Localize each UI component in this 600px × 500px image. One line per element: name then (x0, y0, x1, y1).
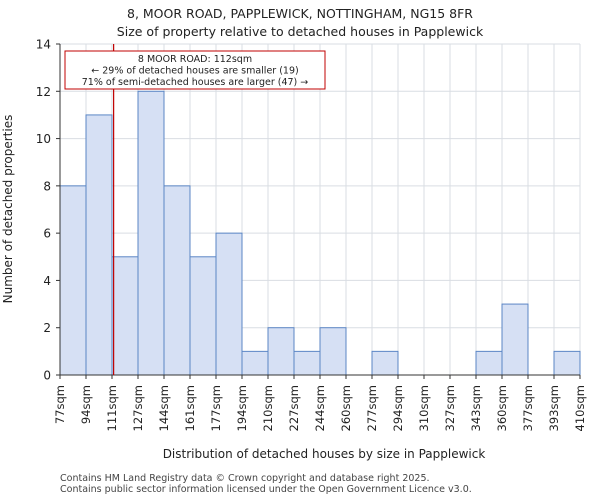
histogram-bar (475, 350, 503, 376)
histogram-bar (371, 350, 399, 376)
histogram-bar (59, 185, 87, 376)
histogram-bar (85, 114, 113, 376)
annotation-line-1: 8 MOOR ROAD: 112sqm (138, 54, 252, 65)
footer-licence: Contains public sector information licen… (60, 484, 472, 495)
y-tick-label: 2 (43, 321, 51, 335)
annotation-line-2: ← 29% of detached houses are smaller (19… (91, 66, 298, 77)
histogram-bar (189, 256, 217, 376)
x-tick-label: 210sqm (261, 385, 275, 431)
x-tick-label: 327sqm (443, 385, 457, 431)
bars (59, 90, 581, 376)
x-tick-label: 294sqm (391, 385, 405, 431)
axes: 0 2 4 6 8 10 12 14 77sqm 94sqm 111sqm 127sqm 144sqm 1… (36, 38, 587, 432)
histogram-bar (553, 350, 581, 376)
y-tick-label: 10 (36, 132, 51, 146)
x-axis-label: Distribution of detached houses by size … (163, 447, 486, 461)
property-marker: 8 MOOR ROAD: 112sqm← 29% of detached hou… (64, 44, 326, 375)
chart-title: 8, MOOR ROAD, PAPPLEWICK, NOTTINGHAM, NG… (127, 6, 473, 21)
histogram-bar (267, 327, 295, 376)
histogram-bar (241, 350, 269, 376)
footer-copyright: Contains HM Land Registry data © Crown c… (60, 473, 430, 484)
histogram-bar (163, 185, 191, 376)
x-tick-label: 94sqm (79, 385, 93, 424)
x-tick-label: 377sqm (521, 385, 535, 431)
x-tick-label: 277sqm (365, 385, 379, 431)
histogram-bar (319, 327, 347, 376)
y-tick-label: 14 (36, 38, 51, 52)
x-tick-label: 77sqm (53, 385, 67, 424)
x-tick-label: 343sqm (469, 385, 483, 431)
histogram-bar (501, 303, 529, 376)
x-tick-label: 111sqm (105, 385, 119, 431)
x-tick-label: 177sqm (209, 385, 223, 431)
x-tick-label: 161sqm (183, 385, 197, 431)
histogram-bar (137, 90, 165, 376)
y-tick-label: 0 (43, 369, 51, 383)
x-tick-label: 410sqm (573, 385, 587, 431)
annotation-line-3: 71% of semi-detached houses are larger (… (82, 77, 309, 88)
x-tick-label: 227sqm (287, 385, 301, 431)
histogram-bar (215, 232, 243, 376)
x-tick-label: 310sqm (417, 385, 431, 431)
x-tick-label: 194sqm (235, 385, 249, 431)
x-tick-label: 127sqm (131, 385, 145, 431)
x-tick-label: 144sqm (157, 385, 171, 431)
y-tick-label: 6 (43, 227, 51, 241)
histogram-bar (293, 350, 321, 376)
y-tick-label: 12 (36, 85, 51, 99)
annotation-box (64, 50, 326, 90)
x-tick-label: 360sqm (495, 385, 509, 431)
x-tick-label: 244sqm (313, 385, 327, 431)
y-tick-label: 8 (43, 179, 51, 193)
x-tick-label: 260sqm (339, 385, 353, 431)
y-tick-label: 4 (43, 274, 51, 288)
chart-subtitle: Size of property relative to detached ho… (116, 24, 484, 39)
y-axis-label: Number of detached properties (1, 115, 15, 304)
x-tick-label: 393sqm (547, 385, 561, 431)
histogram-bar (111, 256, 139, 376)
